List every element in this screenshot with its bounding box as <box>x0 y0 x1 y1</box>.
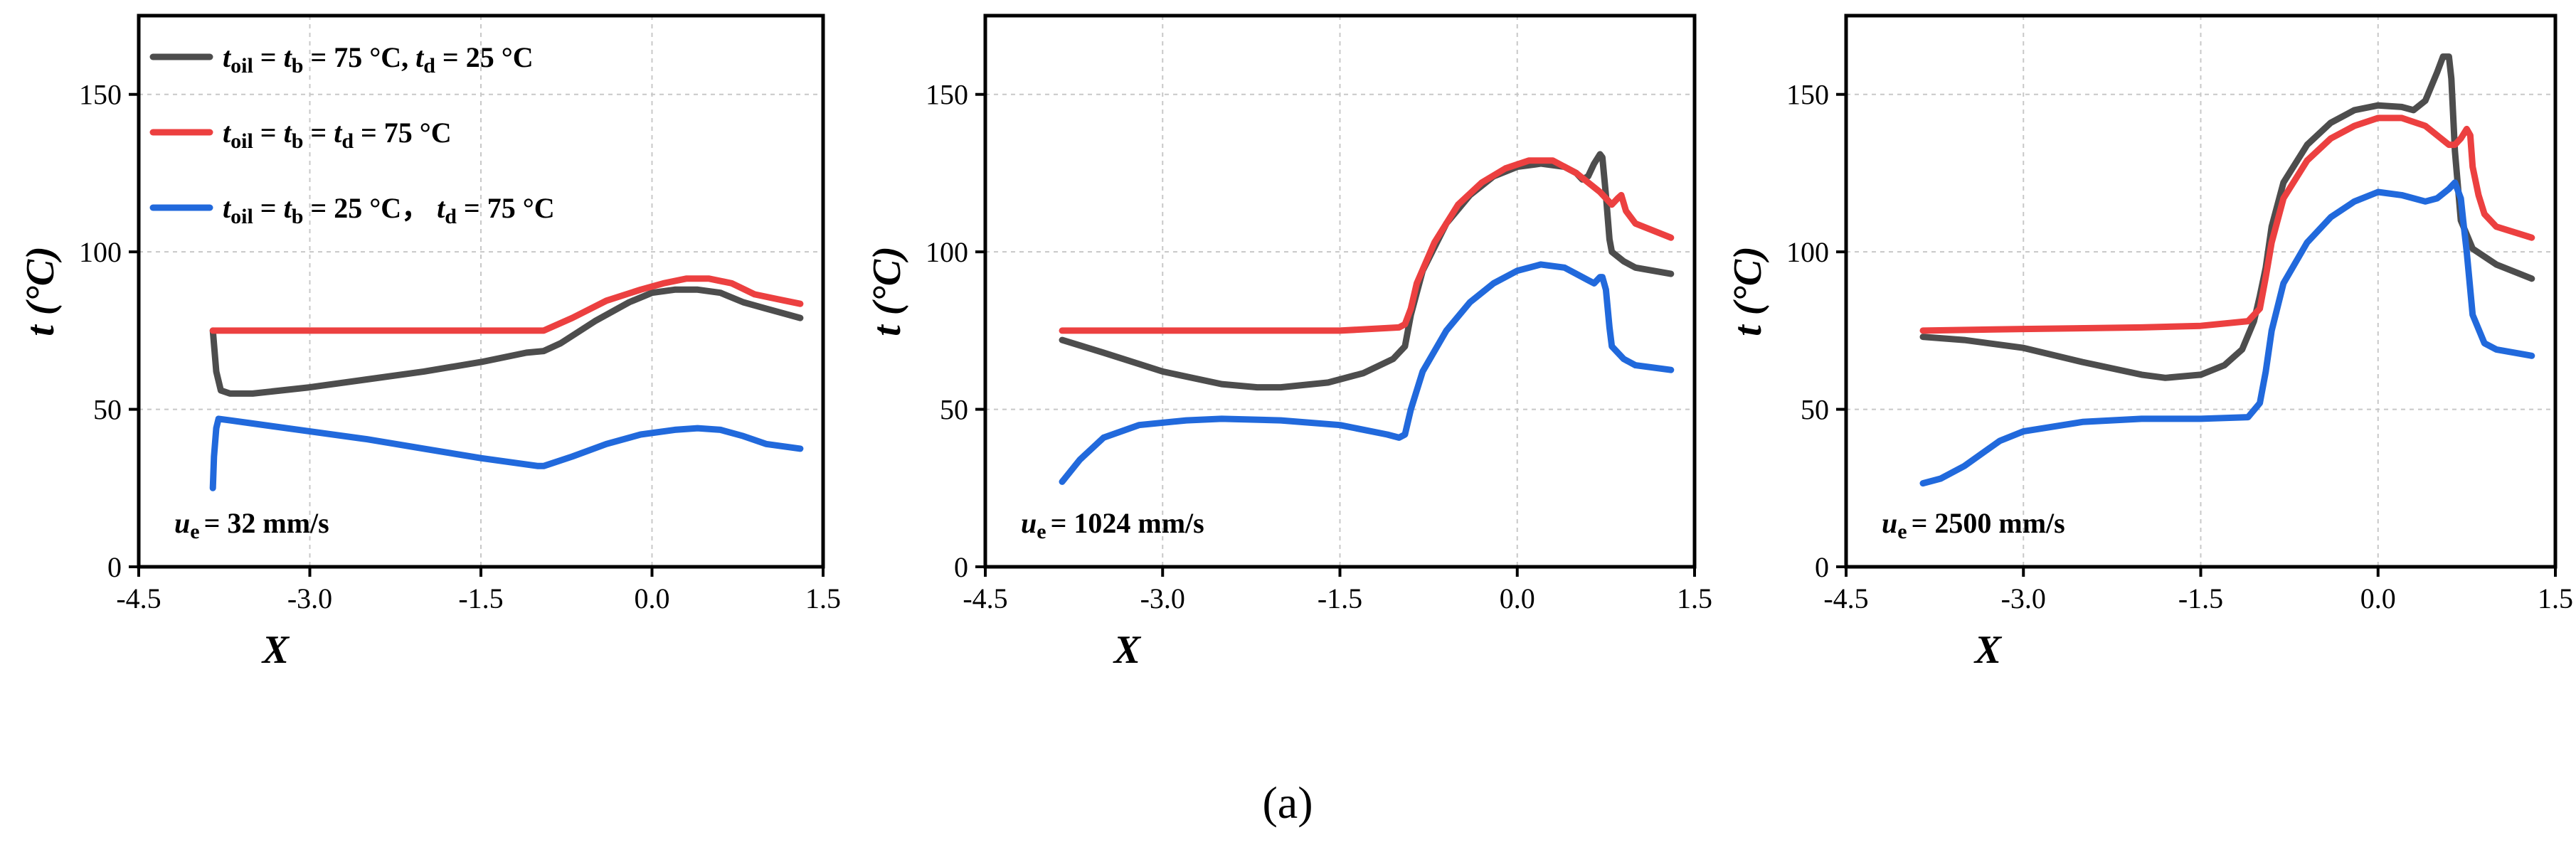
series-line-1 <box>1059 151 1675 391</box>
x-tick-label: -4.5 <box>963 582 1007 614</box>
x-axis-label: X <box>1973 628 2003 672</box>
legend-entry-3: toil = tb = 25 °C， td = 75 °C <box>223 192 555 228</box>
x-tick-label: -1.5 <box>1318 582 1362 614</box>
velocity-annotation: ue = 1024 mm/s <box>1021 507 1204 543</box>
x-tick-label: -3.0 <box>1140 582 1185 614</box>
x-tick-label: 1.5 <box>1677 582 1712 614</box>
y-tick-label: 100 <box>1786 236 1829 268</box>
x-tick-label: -1.5 <box>458 582 503 614</box>
velocity-annotation: ue = 32 mm/s <box>174 507 329 543</box>
x-axis-label: X <box>1113 628 1142 672</box>
y-tick-label: 0 <box>954 551 968 583</box>
series-line-3 <box>209 415 804 491</box>
x-tick-label: 0.0 <box>2360 582 2396 614</box>
y-tick-label: 0 <box>107 551 122 583</box>
y-axis-label: t (°C) <box>1726 246 1770 336</box>
x-tick-label: 0.0 <box>1500 582 1535 614</box>
y-tick-label: 50 <box>1801 394 1829 426</box>
y-tick-label: 150 <box>1786 79 1829 111</box>
series-line-1 <box>209 286 804 397</box>
series-line-2 <box>209 275 804 334</box>
x-tick-label: -3.0 <box>287 582 332 614</box>
x-tick-label: 1.5 <box>805 582 841 614</box>
chart-panel-3: -4.5 -3.0 -1.5 0.0 1.5 0 50 100 150 Xt (°C) ue = 25… <box>1726 14 2573 672</box>
x-tick-label: -4.5 <box>1823 582 1868 614</box>
y-tick-label: 100 <box>926 236 968 268</box>
y-tick-label: 50 <box>93 394 122 426</box>
y-tick-label: 100 <box>79 236 122 268</box>
chart-panel-2: -4.5 -3.0 -1.5 0.0 1.5 0 50 100 150 Xt (°C) ue = 10… <box>865 14 1712 672</box>
series-line-2 <box>1059 157 1675 334</box>
x-tick-label: 0.0 <box>635 582 670 614</box>
x-tick-label: 1.5 <box>2538 582 2573 614</box>
chart-panel-1: -4.5 -3.0 -1.5 0.0 1.5 0 50 100 150 Xt (°C) ue = 32… <box>18 14 841 672</box>
figure-caption: (a) <box>1262 777 1313 828</box>
legend-entry-2: toil = tb = td = 75 °C <box>223 117 452 153</box>
series-line-2 <box>1919 114 2535 334</box>
series-line-1 <box>1919 53 2535 381</box>
y-tick-label: 0 <box>1815 551 1829 583</box>
velocity-annotation: ue = 2500 mm/s <box>1882 507 2065 543</box>
y-tick-label: 150 <box>926 79 968 111</box>
series-line-3 <box>1919 179 2535 487</box>
x-axis-label: X <box>261 628 290 672</box>
y-tick-label: 150 <box>79 79 122 111</box>
y-axis-label: t (°C) <box>865 246 909 336</box>
legend-entry-1: toil = tb = 75 °C, td = 25 °C <box>223 41 534 78</box>
x-tick-label: -4.5 <box>116 582 161 614</box>
x-tick-label: -1.5 <box>2178 582 2223 614</box>
series-line-3 <box>1059 261 1675 485</box>
y-axis-label: t (°C) <box>18 246 63 336</box>
x-tick-label: -3.0 <box>2001 582 2046 614</box>
y-tick-label: 50 <box>940 394 968 426</box>
